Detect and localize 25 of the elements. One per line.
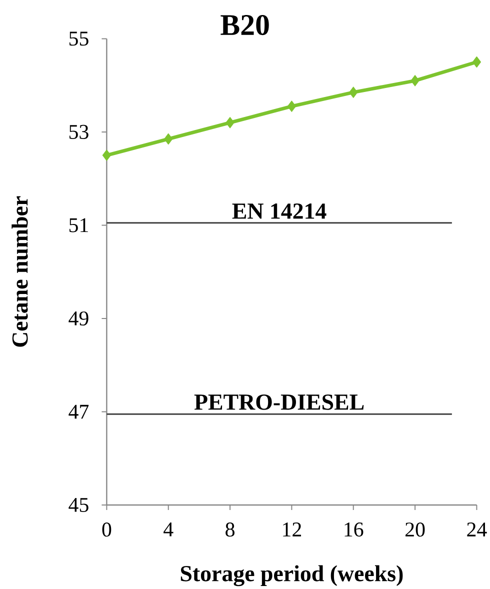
point bbox=[348, 86, 358, 98]
y-tick-label: 55 bbox=[69, 32, 88, 46]
x-tick-label: 24 bbox=[467, 522, 487, 536]
y-tick-label: 47 bbox=[68, 404, 89, 419]
x-axis-title: Storage period (weeks) bbox=[180, 565, 403, 586]
x-tick-label: 4 bbox=[164, 522, 174, 536]
point bbox=[410, 74, 420, 86]
point bbox=[102, 150, 112, 162]
y-axis-title: Cetane number bbox=[12, 196, 28, 347]
y-tick-label: 51 bbox=[69, 218, 88, 232]
y-tick-label: 53 bbox=[69, 124, 88, 139]
x-tick-label: 8 bbox=[226, 522, 234, 537]
x-tick-label: 20 bbox=[406, 522, 425, 537]
ref-line-label: PETRO-DIESEL bbox=[194, 394, 364, 410]
ref-line-label: EN 14214 bbox=[232, 204, 326, 219]
point bbox=[226, 116, 234, 128]
x-tick-label: 0 bbox=[102, 522, 112, 537]
x-tick-label: 12 bbox=[283, 522, 302, 536]
point bbox=[472, 56, 482, 68]
y-tick-label: 45 bbox=[68, 498, 88, 512]
point bbox=[164, 133, 173, 145]
y-tick-label: 49 bbox=[68, 311, 88, 326]
x-tick-label: 16 bbox=[344, 522, 364, 537]
point bbox=[287, 100, 296, 112]
chart-title: B20 bbox=[220, 14, 269, 36]
